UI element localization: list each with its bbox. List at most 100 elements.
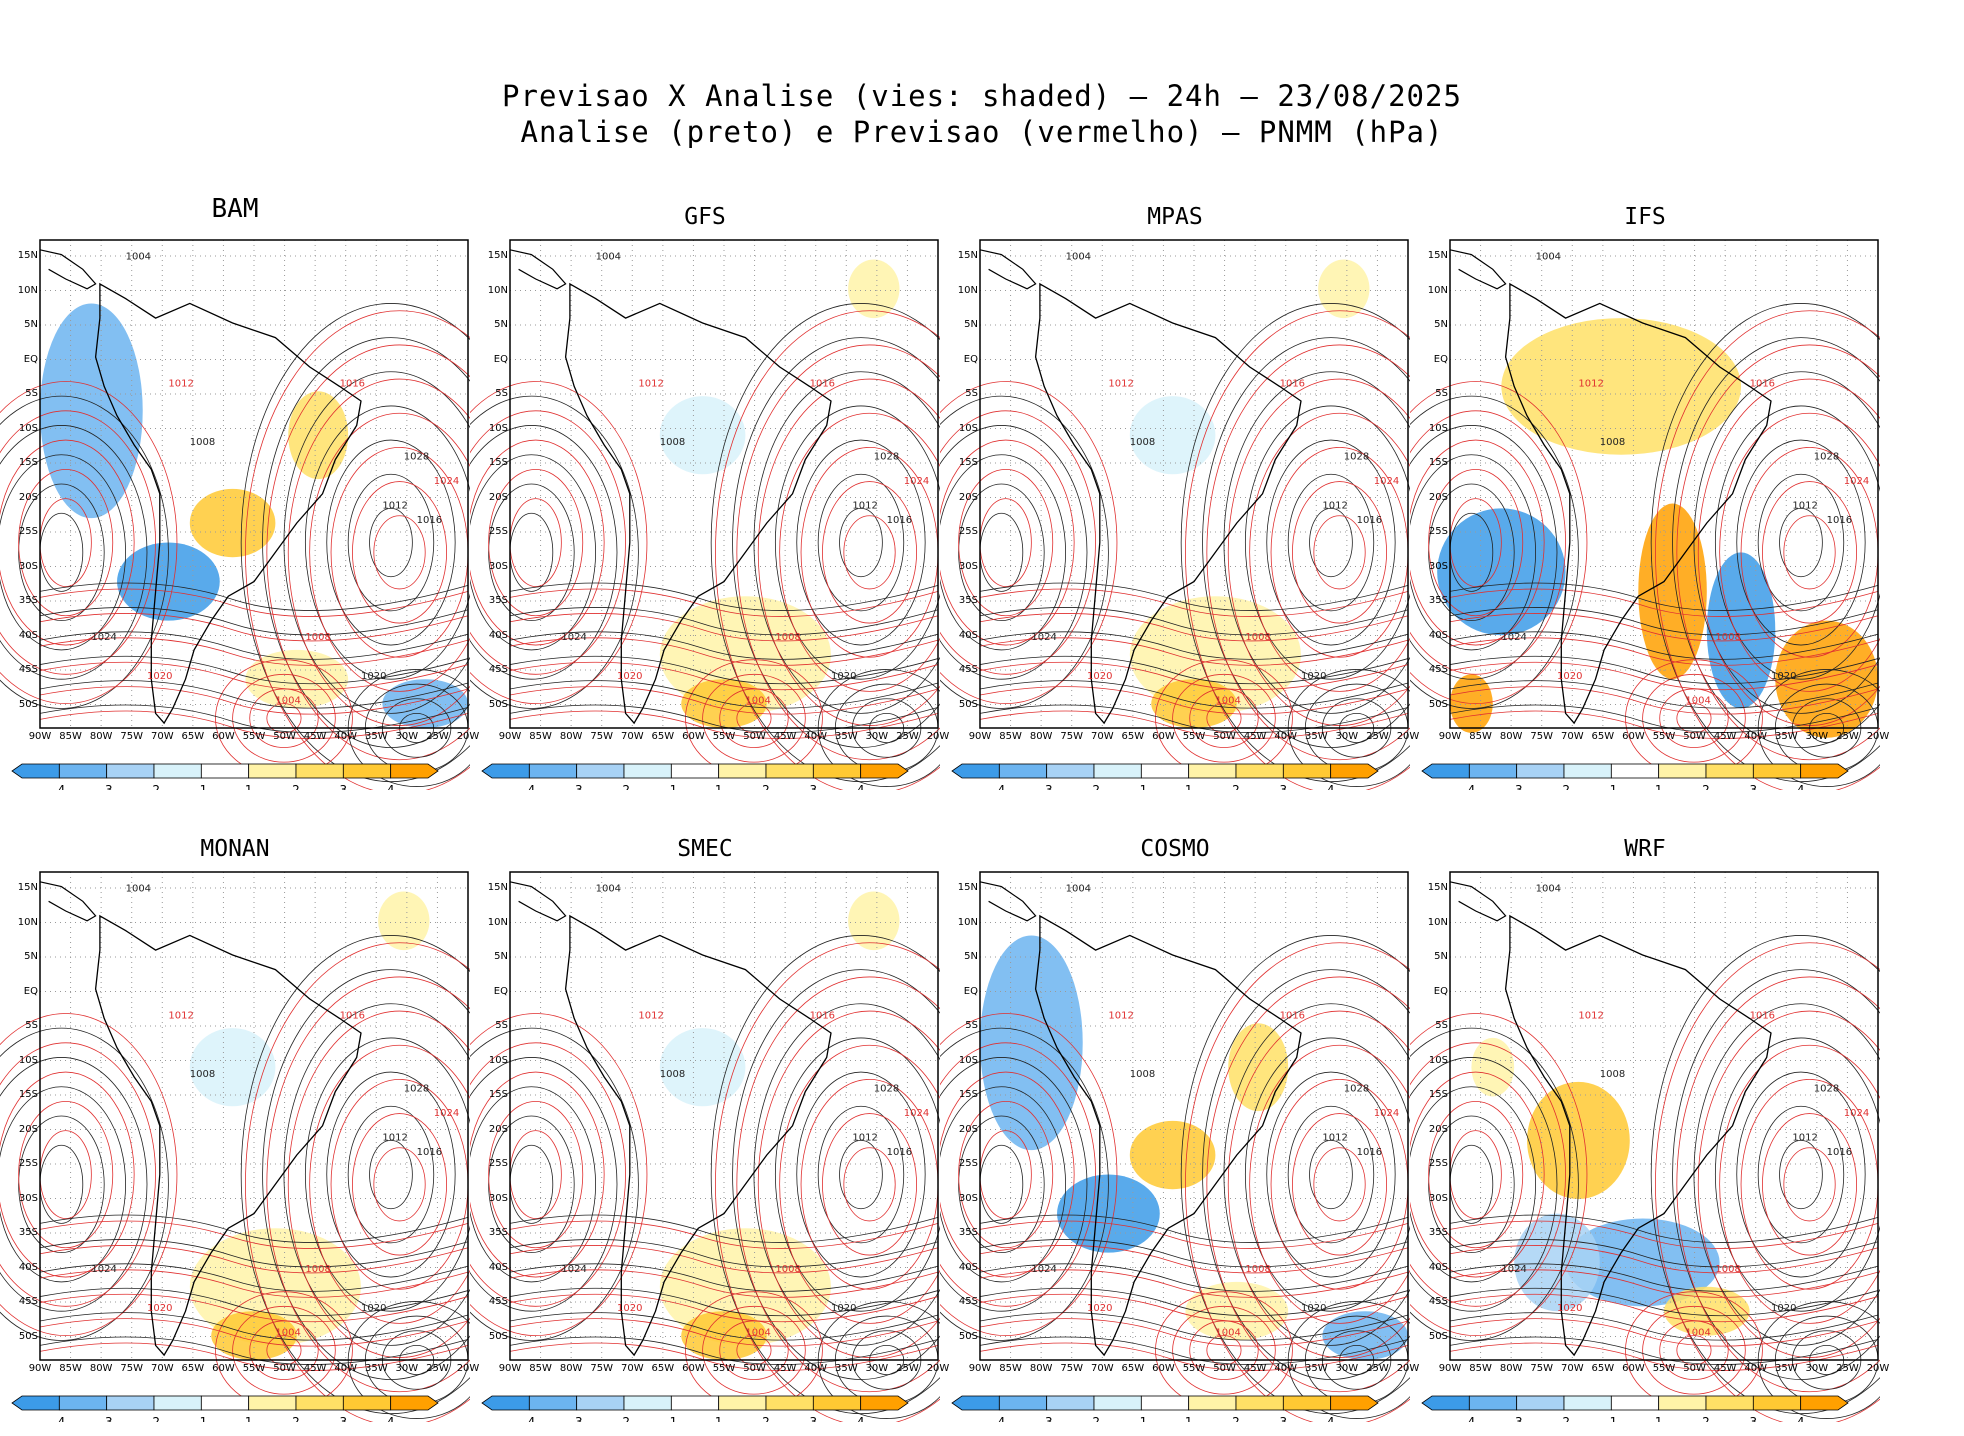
forecast-contour-label: 1024 [904, 476, 929, 487]
colorbar-segment [153, 763, 202, 779]
map-frame [1449, 871, 1879, 1361]
analysis-contour-label: 1004 [126, 252, 151, 263]
latitude-label: 50S [18, 1330, 38, 1342]
colorbar-segment [200, 1395, 250, 1411]
longitude-label: 50W [1213, 1363, 1236, 1374]
colorbar-tick-label: 1 [1655, 783, 1663, 790]
forecast-contour-label: 1012 [638, 378, 663, 389]
analysis-contour-label: 1024 [1501, 1264, 1526, 1275]
latitude-label: 50S [1428, 1330, 1448, 1342]
longitude-label: 30W [865, 1363, 889, 1374]
forecast-contour-label: 1004 [1215, 696, 1240, 707]
colorbar-segment [200, 763, 250, 779]
latitude-label: 5S [965, 1020, 978, 1031]
analysis-contour-label: 1020 [361, 1303, 386, 1314]
colorbar-segment [1800, 763, 1849, 779]
central-america-coastline [39, 249, 97, 290]
forecast-contour-label: 1004 [275, 696, 300, 707]
analysis-contour-label: 1020 [1301, 1303, 1326, 1314]
longitude-label: 90W [498, 1363, 522, 1374]
longitude-label: 35W [364, 731, 388, 742]
latitude-label: 20S [18, 491, 38, 503]
longitude-label: 60W [682, 1363, 705, 1374]
longitude-label: 85W [999, 1363, 1022, 1374]
colorbar-tick-label: 3 [1280, 783, 1288, 790]
longitude-label: 50W [273, 731, 296, 742]
latitude-label: 35S [958, 595, 978, 606]
colorbar-tick-label: 4 [387, 1415, 395, 1422]
forecast-contour-label: 1004 [1685, 696, 1710, 707]
latitude-label: 15N [957, 250, 978, 261]
longitude-label: 30W [865, 731, 889, 742]
forecast-contour-label: 1016 [1750, 378, 1775, 389]
latitude-label: 25S [18, 526, 38, 537]
panel-title: MONAN [200, 836, 270, 862]
colorbar-tick-label: 1 [715, 783, 723, 790]
latitude-label: 15N [1427, 882, 1448, 893]
colorbar-tick-label: -2 [618, 1415, 630, 1422]
colorbar-segment [1658, 763, 1707, 779]
latitude-label: 40S [488, 1261, 508, 1273]
latitude-label: 15N [1427, 250, 1448, 261]
colorbar-tick-label: 1 [245, 783, 253, 790]
latitude-label: 25S [1428, 526, 1448, 537]
analysis-contour-label: 1004 [1536, 252, 1561, 263]
colorbar-tick-label: -2 [618, 783, 630, 790]
longitude-label: 70W [1560, 1363, 1584, 1374]
map-ifs: 1004 1008 1012 1016 1020 1024 1028 1004 1008 1012… [1410, 239, 1880, 790]
latitude-label: 40S [18, 1261, 38, 1273]
map-cosmo: 1004 1008 1012 1016 1020 1024 1028 1004 1008 1012… [940, 871, 1410, 1422]
longitude-label: 65W [1121, 731, 1145, 742]
longitude-label: 35W [1774, 1363, 1798, 1374]
map-frame [979, 239, 1409, 729]
latitude-label: 5N [494, 951, 508, 962]
latitude-label: 15S [1428, 457, 1448, 468]
latitude-label: 5N [964, 951, 978, 962]
colorbar-tick-label: -1 [1135, 783, 1147, 790]
colorbar-tick-label: 3 [1280, 1415, 1288, 1422]
colorbar-tick-label: -3 [571, 783, 583, 790]
colorbar-tick-label: 4 [1797, 1415, 1805, 1422]
longitude-label: 35W [834, 731, 858, 742]
colorbar-tick-label: 4 [857, 1415, 865, 1422]
analysis-contour-label: 1004 [1066, 252, 1091, 263]
central-america-coastline [1449, 249, 1507, 290]
longitude-label: 55W [1182, 731, 1206, 742]
analysis-contour-label: 1028 [1344, 1084, 1369, 1095]
longitude-label: 80W [559, 731, 583, 742]
colorbar-tick-label: -4 [1463, 783, 1475, 790]
latitude-label: 10N [17, 916, 38, 928]
colorbar-segment [998, 763, 1048, 779]
panel-mpas: 1004 1008 1012 1016 1020 1024 1028 1004 1008 1012… [940, 190, 1419, 790]
latitude-label: 10S [1428, 1054, 1448, 1066]
latitude-label: 20S [18, 1123, 38, 1135]
forecast-contour-label: 1008 [305, 632, 330, 643]
forecast-contour-label: 1020 [1087, 1303, 1112, 1314]
colorbar-segment [1752, 1395, 1802, 1411]
latitude-label: 30S [488, 560, 508, 572]
latitude-label: 15S [18, 1089, 38, 1100]
forecast-contour-label: 1016 [1280, 378, 1305, 389]
colorbar-tick-label: 4 [857, 783, 865, 790]
latitude-label: 50S [488, 1330, 508, 1342]
longitude-label: 50W [1683, 1363, 1706, 1374]
colorbar-tick-label: -3 [101, 783, 113, 790]
colorbar-segment [106, 1395, 155, 1411]
longitude-label: 45W [1713, 1363, 1737, 1374]
colorbar-segment [342, 1395, 392, 1411]
colorbar-tick-label: 1 [245, 1415, 253, 1422]
colorbar-segment [623, 1395, 672, 1411]
longitude-label: 80W [1029, 731, 1053, 742]
colorbar-tick-label: 4 [1797, 783, 1805, 790]
longitude-label: 60W [212, 1363, 235, 1374]
latitude-label: 10N [957, 284, 978, 296]
south-america-coastline [1034, 282, 1302, 725]
latitude-label: EQ [493, 353, 508, 365]
longitude-label: 55W [1182, 1363, 1206, 1374]
forecast-contour-label: 1016 [810, 1010, 835, 1021]
colorbar-segment [1046, 763, 1095, 779]
latitude-label: 5S [25, 1020, 38, 1031]
colorbar-segment [1140, 1395, 1190, 1411]
latitude-label: 10S [958, 1054, 978, 1066]
analysis-contour-label: 1012 [382, 1132, 407, 1143]
